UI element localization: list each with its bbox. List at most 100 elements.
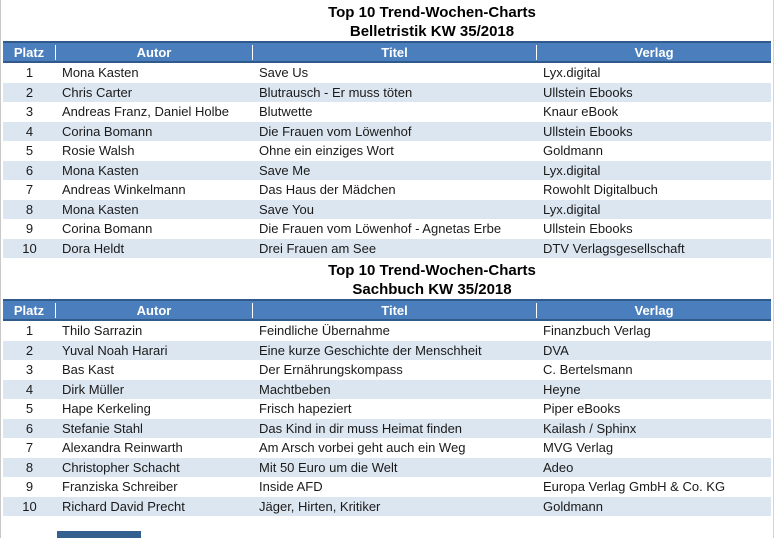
author-cell: Hape Kerkeling (62, 401, 151, 417)
title-cell: Mit 50 Euro um die Welt (259, 459, 398, 475)
publisher-cell: Europa Verlag GmbH & Co. KG (543, 479, 726, 495)
next-table-header-fragment (57, 531, 141, 538)
publisher-cell: Goldmann (543, 143, 603, 159)
table-row: 1 Thilo Sarrazin Feindliche Übernahme Fi… (3, 321, 771, 341)
column-header-platz: Platz (3, 302, 56, 318)
publisher-cell: Finanzbuch Verlag (543, 323, 651, 339)
rank-cell: 7 (25, 440, 34, 456)
title-cell: Inside AFD (259, 479, 323, 495)
table2-title-line1: Top 10 Trend-Wochen-Charts (328, 262, 536, 279)
rank-cell: 5 (25, 143, 34, 159)
title-cell: Am Arsch vorbei geht auch ein Weg (259, 440, 466, 456)
title-cell: Das Haus der Mädchen (259, 182, 396, 198)
author-cell: Corina Bomann (62, 123, 153, 139)
title-cell: Die Frauen vom Löwenhof - Agnetas Erbe (259, 221, 502, 237)
table-row: 7 Andreas Winkelmann Das Haus der Mädche… (3, 180, 771, 200)
rank-cell: 10 (22, 240, 37, 256)
rank-cell: 8 (25, 201, 34, 217)
rank-cell: 6 (25, 162, 34, 178)
table-row: 5 Hape Kerkeling Frisch hapeziert Piper … (3, 399, 771, 419)
title-cell: Die Frauen vom Löwenhof (259, 123, 412, 139)
title-cell: Frisch hapeziert (259, 401, 352, 417)
rank-cell: 9 (25, 221, 34, 237)
author-cell: Mona Kasten (62, 162, 139, 178)
rank-cell: 1 (25, 65, 34, 81)
table-row: 7 Alexandra Reinwarth Am Arsch vorbei ge… (3, 438, 771, 458)
column-header-verlag: Verlag (634, 302, 674, 318)
author-cell: Rosie Walsh (62, 143, 135, 159)
author-cell: Stefanie Stahl (62, 420, 143, 436)
rank-cell: 9 (25, 479, 34, 495)
publisher-cell: Rowohlt Digitalbuch (543, 182, 658, 198)
table2-title-line2: Sachbuch KW 35/2018 (352, 281, 512, 298)
title-cell: Der Ernährungskompass (259, 362, 403, 378)
author-cell: Dirk Müller (62, 381, 125, 397)
author-cell: Bas Kast (62, 362, 115, 378)
title-cell: Das Kind in dir muss Heimat finden (259, 420, 463, 436)
column-header-titel: Titel (253, 302, 537, 318)
rank-cell: 4 (25, 381, 34, 397)
author-cell: Andreas Winkelmann (62, 182, 186, 198)
title-cell: Eine kurze Geschichte der Menschheit (259, 342, 482, 358)
table-row: 9 Franziska Schreiber Inside AFD Europa … (3, 477, 771, 497)
author-cell: Richard David Precht (62, 498, 185, 514)
author-cell: Mona Kasten (62, 65, 139, 81)
publisher-cell: Ullstein Ebooks (543, 123, 633, 139)
publisher-cell: DVA (543, 342, 569, 358)
rank-cell: 6 (25, 420, 34, 436)
author-cell: Dora Heldt (62, 240, 125, 256)
author-cell: Franziska Schreiber (62, 479, 178, 495)
title-cell: Save You (259, 201, 314, 217)
table-row: 10 Richard David Precht Jäger, Hirten, K… (3, 496, 771, 516)
table1-header-row: Platz Autor Titel Verlag (3, 41, 771, 63)
publisher-cell: Ullstein Ebooks (543, 221, 633, 237)
publisher-cell: Adeo (543, 459, 574, 475)
title-cell: Save Us (259, 65, 309, 81)
table-row: 1 Mona Kasten Save Us Lyx.digital (3, 63, 771, 83)
title-cell: Drei Frauen am See (259, 240, 377, 256)
table-row: 4 Dirk Müller Machtbeben Heyne (3, 379, 771, 399)
table-row: 5 Rosie Walsh Ohne ein einziges Wort Gol… (3, 141, 771, 161)
publisher-cell: DTV Verlagsgesellschaft (543, 240, 685, 256)
table-row: 6 Stefanie Stahl Das Kind in dir muss He… (3, 418, 771, 438)
column-header-verlag: Verlag (634, 44, 674, 60)
column-header-autor: Autor (56, 44, 253, 60)
author-cell: Yuval Noah Harari (62, 342, 168, 358)
left-edge-line (0, 0, 1, 538)
rank-cell: 5 (25, 401, 34, 417)
rank-cell: 3 (25, 362, 34, 378)
column-header-titel: Titel (253, 44, 537, 60)
rank-cell: 3 (25, 104, 34, 120)
author-cell: Andreas Franz, Daniel Holbe (62, 104, 229, 120)
column-header-platz: Platz (3, 44, 56, 60)
title-cell: Save Me (259, 162, 311, 178)
author-cell: Alexandra Reinwarth (62, 440, 183, 456)
rank-cell: 4 (25, 123, 34, 139)
rank-cell: 10 (22, 498, 37, 514)
author-cell: Chris Carter (62, 84, 133, 100)
publisher-cell: Knaur eBook (543, 104, 619, 120)
publisher-cell: Lyx.digital (543, 201, 601, 217)
rank-cell: 1 (25, 323, 34, 339)
title-cell: Blutwette (259, 104, 313, 120)
rank-cell: 2 (25, 84, 34, 100)
table2-title-block: Top 10 Trend-Wochen-Charts Sachbuch KW 3… (0, 258, 774, 299)
column-header-autor: Autor (56, 302, 253, 318)
table1-title-line1: Top 10 Trend-Wochen-Charts (328, 4, 536, 21)
table-row: 8 Christopher Schacht Mit 50 Euro um die… (3, 457, 771, 477)
title-cell: Machtbeben (259, 381, 331, 397)
table-row: 3 Bas Kast Der Ernährungskompass C. Bert… (3, 360, 771, 380)
table-row: 3 Andreas Franz, Daniel Holbe Blutwette … (3, 102, 771, 122)
publisher-cell: C. Bertelsmann (543, 362, 633, 378)
author-cell: Christopher Schacht (62, 459, 180, 475)
publisher-cell: Kailash / Sphinx (543, 420, 637, 436)
table-row: 6 Mona Kasten Save Me Lyx.digital (3, 160, 771, 180)
author-cell: Thilo Sarrazin (62, 323, 143, 339)
title-cell: Feindliche Übernahme (259, 323, 390, 339)
table-row: 9 Corina Bomann Die Frauen vom Löwenhof … (3, 219, 771, 239)
rank-cell: 8 (25, 459, 34, 475)
author-cell: Corina Bomann (62, 221, 153, 237)
publisher-cell: Ullstein Ebooks (543, 84, 633, 100)
table-row: 2 Yuval Noah Harari Eine kurze Geschicht… (3, 340, 771, 360)
publisher-cell: Lyx.digital (543, 162, 601, 178)
